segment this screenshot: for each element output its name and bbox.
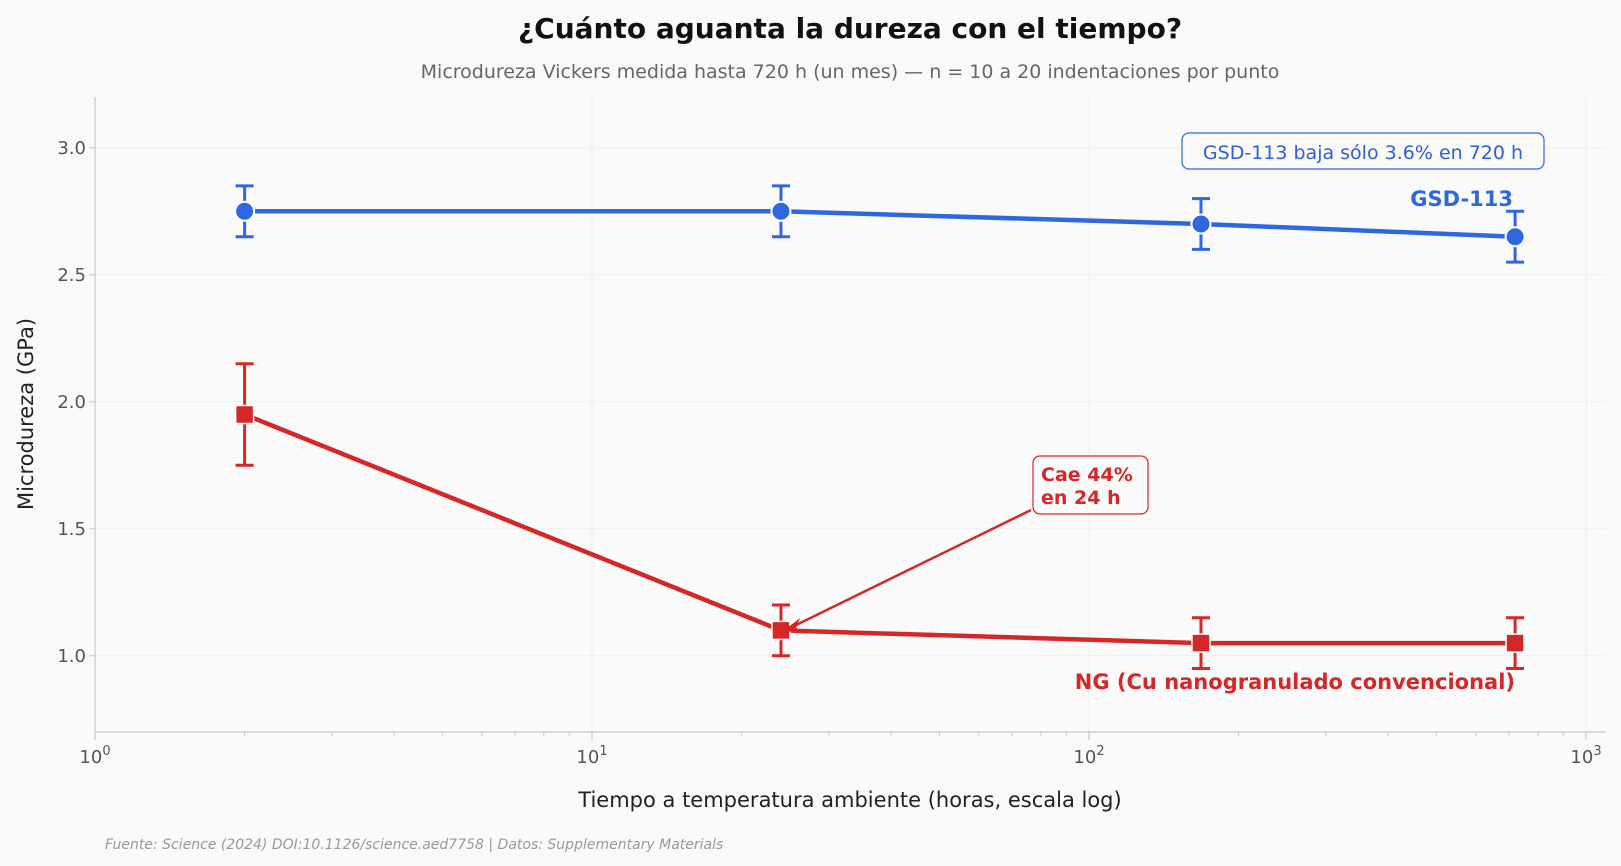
data-point xyxy=(234,200,256,222)
data-point xyxy=(1191,633,1211,653)
grid xyxy=(94,97,1606,732)
data-point xyxy=(1504,226,1526,248)
blue-note-box xyxy=(1181,132,1545,170)
red-note-arrow-line xyxy=(789,508,1032,630)
y-tick-label: 1.5 xyxy=(57,519,86,540)
series-line xyxy=(243,412,1516,646)
red-note-line1: Cae 44% xyxy=(1041,464,1133,486)
series-label-gsd113: GSD-113 xyxy=(1410,187,1513,211)
red-note: Cae 44% en 24 h xyxy=(782,455,1149,632)
data-point xyxy=(1505,633,1525,653)
series-line xyxy=(244,209,1516,239)
x-tick-label: 102 xyxy=(1073,744,1104,768)
red-note-box xyxy=(1032,455,1149,515)
red-note-line2: en 24 h xyxy=(1041,487,1121,509)
data-point xyxy=(770,200,792,222)
data-point xyxy=(1190,213,1212,235)
y-axis-label: Microdureza (GPa) xyxy=(14,318,38,510)
y-tick-label: 2.5 xyxy=(57,265,86,286)
blue-note-text: GSD-113 baja sólo 3.6% en 720 h xyxy=(1203,142,1523,164)
x-tick-label: 100 xyxy=(79,744,110,768)
series-layer xyxy=(234,184,1526,670)
series-1 xyxy=(234,362,1525,670)
series-0 xyxy=(234,184,1526,264)
y-tick-label: 2.0 xyxy=(57,392,86,413)
series-label-ng: NG (Cu nanogranulado convencional) xyxy=(1075,670,1515,694)
y-tick-label: 3.0 xyxy=(57,138,86,159)
blue-note: GSD-113 baja sólo 3.6% en 720 h xyxy=(1181,132,1545,170)
data-point xyxy=(234,404,255,425)
axis-ticks: 1.0 1.5 2.0 2.5 3.0 100 101 102 103 xyxy=(57,138,1601,768)
y-tick-label: 1.0 xyxy=(57,646,86,667)
red-note-arrow-head xyxy=(782,618,803,632)
x-axis-label: Tiempo a temperatura ambiente (horas, es… xyxy=(577,788,1121,812)
x-tick-label: 101 xyxy=(576,744,607,768)
chart-title: ¿Cuánto aguanta la dureza con el tiempo? xyxy=(518,12,1182,45)
x-tick-label: 103 xyxy=(1570,744,1601,768)
source-note: Fuente: Science (2024) DOI:10.1126/scien… xyxy=(105,837,723,853)
chart-subtitle: Microdureza Vickers medida hasta 720 h (… xyxy=(421,61,1280,83)
